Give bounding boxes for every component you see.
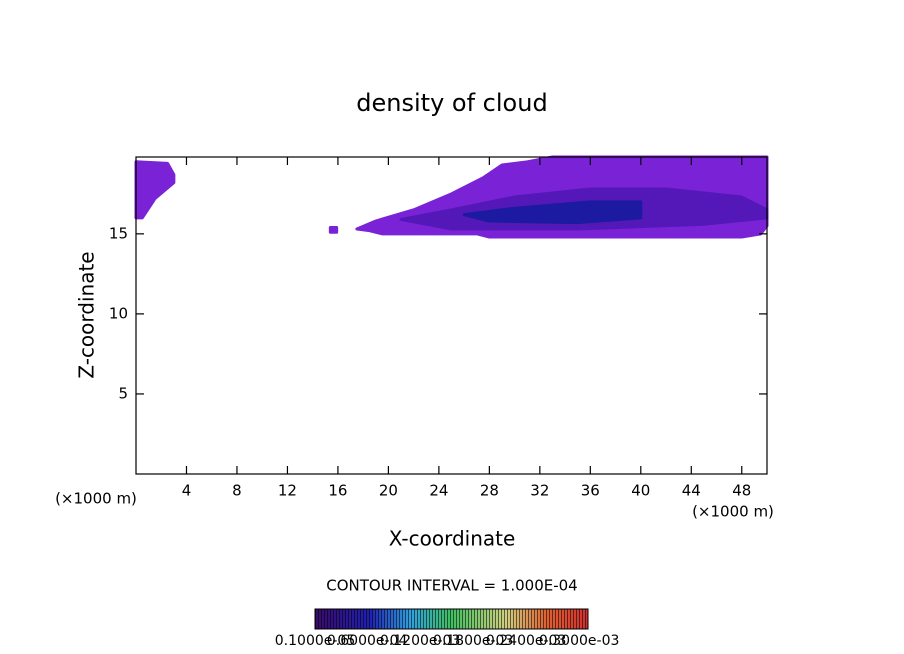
x-tick-label: 8 — [232, 482, 242, 500]
x-unit-label: (×1000 m) — [55, 490, 137, 508]
x-tick-label: 48 — [732, 482, 751, 500]
contour-interval: CONTOUR INTERVAL = 1.000E-04 — [326, 577, 577, 595]
x-tick-label: 44 — [682, 482, 701, 500]
colorbar-stripes — [314, 608, 589, 630]
x-tick-label: 24 — [429, 482, 448, 500]
plot-area — [134, 155, 769, 239]
x-tick-label: 40 — [631, 482, 650, 500]
colorbar-tick-label: 0.2400e-03 — [486, 633, 566, 649]
contour-region — [462, 200, 643, 225]
contour-region — [134, 160, 176, 220]
x-axis-label: X-coordinate — [389, 527, 516, 551]
y-axis-label: Z-coordinate — [75, 251, 99, 378]
colorbar-tick-label: 0.1200e-03 — [380, 633, 460, 649]
x-tick-label: 20 — [379, 482, 398, 500]
y-tick-label: 10 — [109, 304, 128, 322]
x-tick-label: 16 — [328, 482, 347, 500]
x-unit-label: (×1000 m) — [692, 503, 774, 521]
x-tick-label: 36 — [581, 482, 600, 500]
colorbar-tick-label: 0.1000e-05 — [275, 633, 355, 649]
chart-title: density of cloud — [356, 89, 547, 117]
x-tick-label: 28 — [480, 482, 499, 500]
x-tick-label: 32 — [530, 482, 549, 500]
x-tick-label: 12 — [278, 482, 297, 500]
colorbar-tick-label: 0.3000e-03 — [539, 633, 619, 649]
y-tick-label: 15 — [109, 224, 128, 242]
colorbar-tick-label: 0.1800e-03 — [433, 633, 513, 649]
contour-region — [328, 225, 339, 234]
plot-frame — [135, 156, 768, 475]
y-tick-label: 5 — [118, 384, 128, 402]
colorbar-tick-label: 0.6000e-04 — [327, 633, 408, 649]
x-tick-label: 4 — [182, 482, 192, 500]
